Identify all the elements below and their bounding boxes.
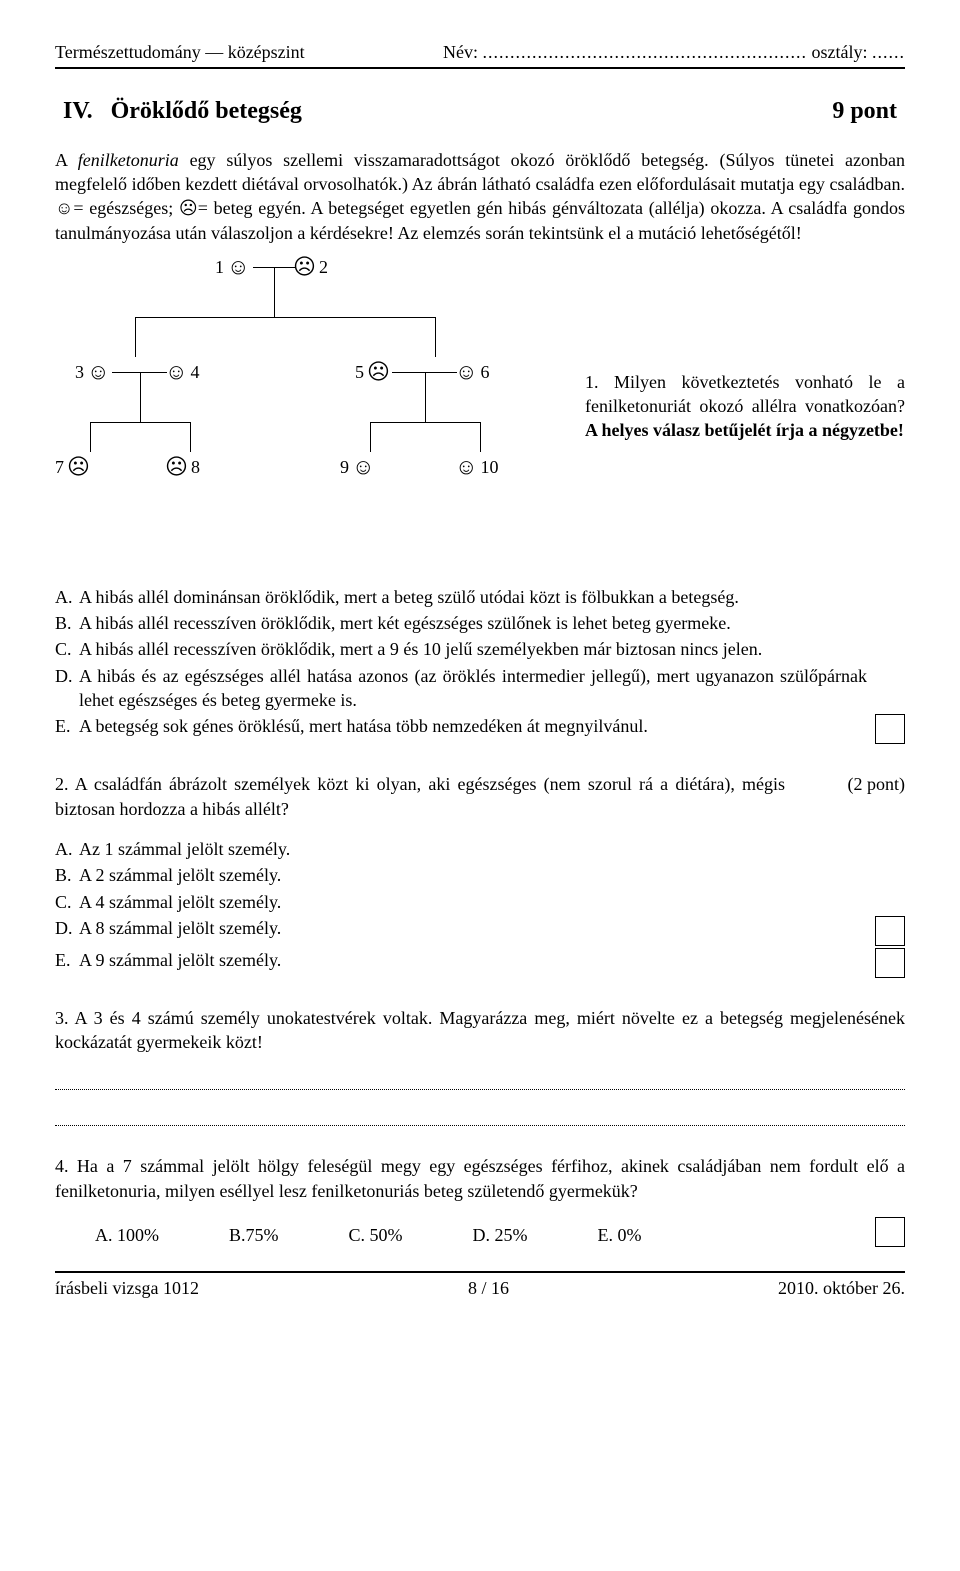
page-footer: írásbeli vizsga 1012 8 / 16 2010. októbe…: [55, 1276, 905, 1300]
answer-line-1[interactable]: [55, 1072, 905, 1090]
person-1: 1☺: [215, 255, 249, 279]
header-rule: [55, 67, 905, 69]
person-7: 7☹: [55, 455, 90, 479]
q2-opt-A: A.Az 1 számmal jelölt személy.: [55, 837, 905, 861]
person-6: ☺6: [455, 360, 489, 384]
page-header: Természettudomány — középszint Név: ....…: [55, 40, 905, 64]
q2-opt-B: B.A 2 számmal jelölt személy.: [55, 863, 905, 887]
q4-opt-E: E. 0%: [598, 1223, 642, 1247]
q2-head: 2. A családfán ábrázolt személyek közt k…: [55, 772, 905, 821]
header-right: Név: ...................................…: [443, 40, 905, 64]
q4-head: 4. Ha a 7 számmal jelölt hölgy feleségül…: [55, 1154, 905, 1203]
person-8: ☹ 8: [165, 455, 200, 479]
q4-opt-A: A. 100%: [95, 1223, 159, 1247]
person-9: 9 ☺: [340, 455, 374, 479]
q2-opt-E: E.A 9 számmal jelölt személy.: [55, 948, 905, 978]
header-left: Természettudomány — középszint: [55, 40, 305, 64]
q3-block: 3. A 3 és 4 számú személy unokatestvérek…: [55, 1006, 905, 1127]
person-4: ☺4: [165, 360, 199, 384]
q4-opt-D: D. 25%: [473, 1223, 528, 1247]
q2-block: 2. A családfán ábrázolt személyek közt k…: [55, 772, 905, 977]
person-2: ☹2: [293, 255, 328, 279]
q1-opt-D: D.A hibás és az egészséges allél hatása …: [55, 664, 905, 713]
person-3: 3☺: [75, 360, 109, 384]
person-10: ☺ 10: [455, 455, 498, 479]
section-title: IV. Öröklődő betegség 9 pont: [55, 95, 905, 127]
q3-head: 3. A 3 és 4 számú személy unokatestvérek…: [55, 1006, 905, 1055]
footer-rule: [55, 1271, 905, 1273]
q1-text: 1. Milyen következtetés vonható le a fen…: [585, 370, 905, 443]
intro-paragraph: A fenilketonuria egy súlyos szellemi vis…: [55, 148, 905, 245]
person-5: 5☹: [355, 360, 390, 384]
q1-opt-E: E.A betegség sok génes öröklésű, mert ha…: [55, 714, 905, 744]
answer-line-2[interactable]: [55, 1108, 905, 1126]
q4-options: A. 100% B.75% C. 50% D. 25% E. 0%: [55, 1223, 875, 1247]
q1-options: A.A hibás allél dominánsan öröklődik, me…: [55, 585, 905, 744]
q1-opt-A: A.A hibás allél dominánsan öröklődik, me…: [55, 585, 905, 609]
q1-opt-C: C.A hibás allél recesszíven öröklődik, m…: [55, 637, 905, 661]
q1-answer-box[interactable]: [875, 714, 905, 744]
q2-answer-box-2[interactable]: [875, 948, 905, 978]
q2-opt-D: D.A 8 számmal jelölt személy.: [55, 916, 905, 946]
q4-block: 4. Ha a 7 számmal jelölt hölgy feleségül…: [55, 1154, 905, 1247]
pedigree-diagram: 1☺ ☹2 3☺ ☺4 5☹ ☺6 7☹ ☹ 8 9 ☺ ☺ 10 1. Mil…: [55, 255, 905, 565]
q4-answer-box[interactable]: [875, 1217, 905, 1247]
q4-opt-C: C. 50%: [349, 1223, 403, 1247]
q4-opt-B: B.75%: [229, 1223, 279, 1247]
q2-opt-C: C.A 4 számmal jelölt személy.: [55, 890, 905, 914]
q2-answer-box-1[interactable]: [875, 916, 905, 946]
q1-opt-B: B.A hibás allél recesszíven öröklődik, m…: [55, 611, 905, 635]
